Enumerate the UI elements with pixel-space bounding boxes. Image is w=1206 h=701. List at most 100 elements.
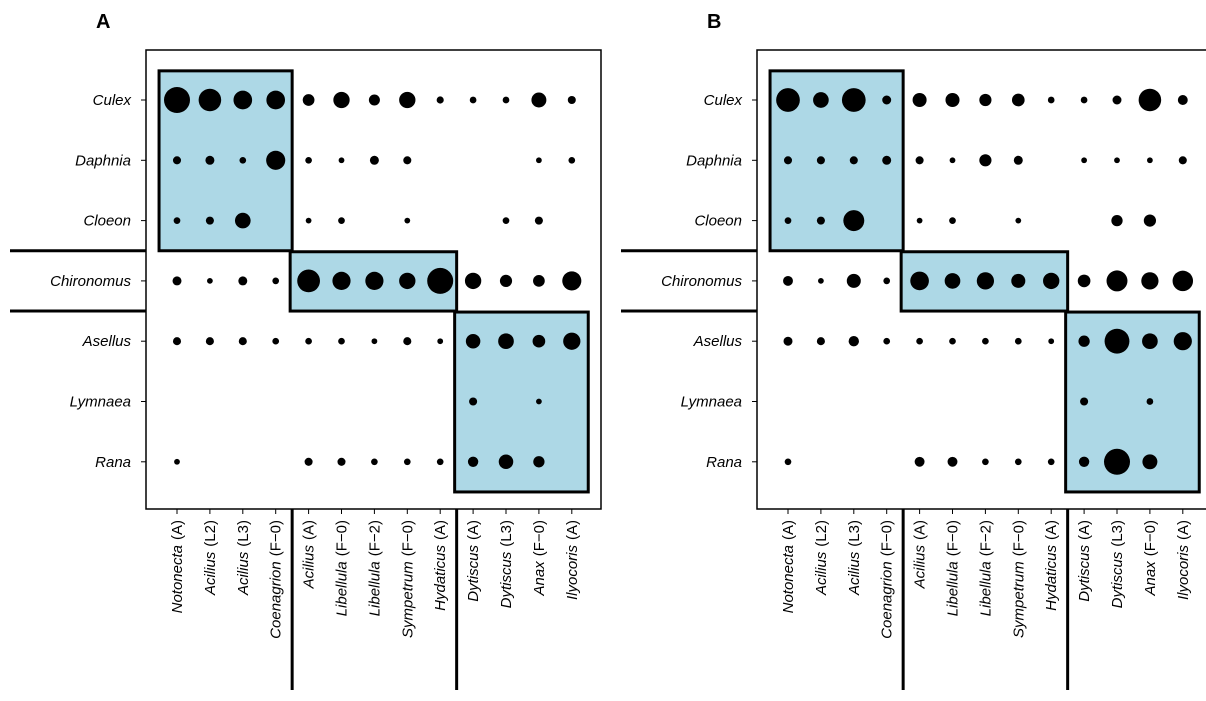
col-label-stage: (F−0) — [1010, 520, 1027, 556]
col-label-genus: Notonecta — [780, 545, 797, 613]
dot-asellus-col-5 — [916, 337, 923, 345]
dot-asellus-col-12 — [1142, 333, 1158, 350]
col-label: Dytiscus (A) — [1076, 520, 1093, 602]
col-label-stage: (L3) — [1109, 520, 1126, 547]
dot-chironomus-col-12 — [533, 275, 545, 287]
row-label-asellus: Asellus — [82, 333, 132, 350]
dot-chironomus-col-1 — [172, 276, 182, 286]
dot-daphnia-col-13 — [1178, 156, 1187, 165]
row-label-cloeon: Cloeon — [83, 213, 131, 230]
col-label: Coenagrion (F−0) — [879, 520, 896, 639]
dot-daphnia-col-12 — [1147, 157, 1153, 164]
dot-cloeon-col-11 — [502, 217, 510, 224]
col-label: Libellula (F−2) — [977, 520, 994, 616]
dot-rana-col-9 — [1047, 458, 1055, 466]
dot-chironomus-col-1 — [783, 275, 793, 286]
col-label-genus: Sympetrum — [1010, 561, 1027, 638]
dot-daphnia-col-10 — [1081, 157, 1087, 164]
col-label-stage: (A) — [564, 520, 581, 540]
dot-culex-col-12 — [1138, 88, 1162, 112]
col-label-genus: Dytiscus — [465, 545, 482, 602]
col-label-genus: Dytiscus — [1109, 551, 1126, 608]
col-label: Libellula (F−0) — [945, 520, 962, 616]
dot-rana-col-11 — [1104, 448, 1130, 475]
col-label: Acilius (L3) — [846, 520, 863, 596]
dot-asellus-col-9 — [437, 338, 444, 345]
dot-culex-col-6 — [333, 91, 350, 109]
dot-asellus-col-8 — [403, 337, 412, 346]
col-label-genus: Anax — [531, 561, 548, 597]
dot-cloeon-col-12 — [1143, 214, 1156, 227]
dot-asellus-col-2 — [205, 337, 214, 346]
col-label-genus: Hydaticus — [1043, 545, 1060, 611]
col-label-stage: (F−0) — [879, 520, 896, 556]
col-label: Libellula (F−0) — [334, 520, 351, 616]
panel-letter: B — [707, 11, 721, 33]
col-label-genus: Libellula — [366, 561, 383, 616]
dot-rana-col-6 — [337, 457, 346, 466]
col-label-stage: (A) — [169, 520, 186, 540]
col-label: Ilyocoris (A) — [1175, 520, 1192, 600]
col-label: Acilius (A) — [912, 520, 929, 589]
dot-chironomus-col-4 — [883, 277, 891, 285]
dot-daphnia-col-13 — [568, 156, 576, 164]
col-label-genus: Acilius — [235, 551, 252, 596]
col-label-stage: (A) — [432, 520, 449, 540]
dot-chironomus-col-3 — [238, 276, 248, 286]
dot-culex-col-7 — [368, 94, 380, 106]
col-label-stage: (A) — [912, 520, 929, 540]
dot-chironomus-col-6 — [944, 273, 961, 289]
dot-rana-col-1 — [784, 458, 792, 466]
col-label: Hydaticus (A) — [1043, 520, 1060, 611]
dot-daphnia-col-1 — [783, 156, 793, 165]
col-label-genus: Dytiscus — [1076, 545, 1093, 602]
dot-asellus-col-11 — [498, 333, 514, 350]
col-label: Anax (F−0) — [531, 520, 548, 596]
col-label-stage: (A) — [1076, 520, 1093, 540]
row-label-culex: Culex — [93, 92, 132, 109]
col-label-stage: (F−2) — [977, 520, 994, 556]
col-label-stage: (L3) — [498, 520, 515, 547]
col-label: Notonecta (A) — [780, 520, 797, 613]
dot-daphnia-col-3 — [239, 156, 247, 164]
col-label-stage: (F−0) — [268, 520, 285, 556]
dot-culex-col-11 — [1112, 95, 1122, 105]
dot-asellus-col-10 — [465, 333, 481, 349]
col-label-genus: Acilius — [202, 551, 219, 596]
dot-chironomus-col-7 — [365, 271, 384, 290]
dot-chironomus-col-5 — [297, 269, 320, 293]
dot-daphnia-col-5 — [305, 156, 312, 164]
dot-asellus-col-9 — [1048, 338, 1055, 345]
dot-daphnia-col-6 — [338, 157, 345, 164]
dot-chironomus-col-9 — [1043, 272, 1060, 290]
dot-cloeon-col-5 — [916, 217, 923, 224]
col-label: Acilius (L3) — [235, 520, 252, 596]
dot-culex-col-8 — [399, 91, 416, 109]
dot-asellus-col-7 — [982, 337, 989, 345]
dot-culex-col-5 — [912, 92, 927, 108]
dot-rana-col-7 — [982, 458, 989, 466]
dot-rana-col-11 — [498, 454, 514, 470]
dot-daphnia-col-8 — [1013, 155, 1023, 165]
dot-cloeon-col-11 — [1111, 214, 1123, 227]
plot-frame — [756, 49, 1206, 510]
dot-cloeon-col-2 — [205, 216, 214, 225]
col-label: Acilius (L2) — [813, 520, 830, 596]
dot-culex-col-5 — [302, 94, 315, 106]
col-label-genus: Acilius — [301, 545, 318, 590]
dot-chironomus-col-5 — [910, 271, 929, 291]
col-label-genus: Coenagrion — [879, 561, 896, 639]
row-label-lymnaea: Lymnaea — [70, 394, 131, 411]
dot-cloeon-col-8 — [1015, 217, 1022, 224]
dot-lymnaea-col-12 — [1146, 398, 1154, 405]
dot-asellus-col-13 — [1173, 332, 1192, 351]
row-label-rana: Rana — [95, 454, 131, 471]
dot-rana-col-7 — [371, 458, 378, 466]
row-label-daphnia: Daphnia — [75, 152, 131, 169]
col-label-stage: (L2) — [202, 520, 219, 547]
col-label-stage: (L3) — [846, 520, 863, 547]
dot-rana-col-12 — [533, 456, 545, 468]
col-label-genus: Acilius — [813, 551, 830, 596]
dot-asellus-col-6 — [949, 337, 956, 345]
panel-letter: A — [96, 11, 110, 33]
